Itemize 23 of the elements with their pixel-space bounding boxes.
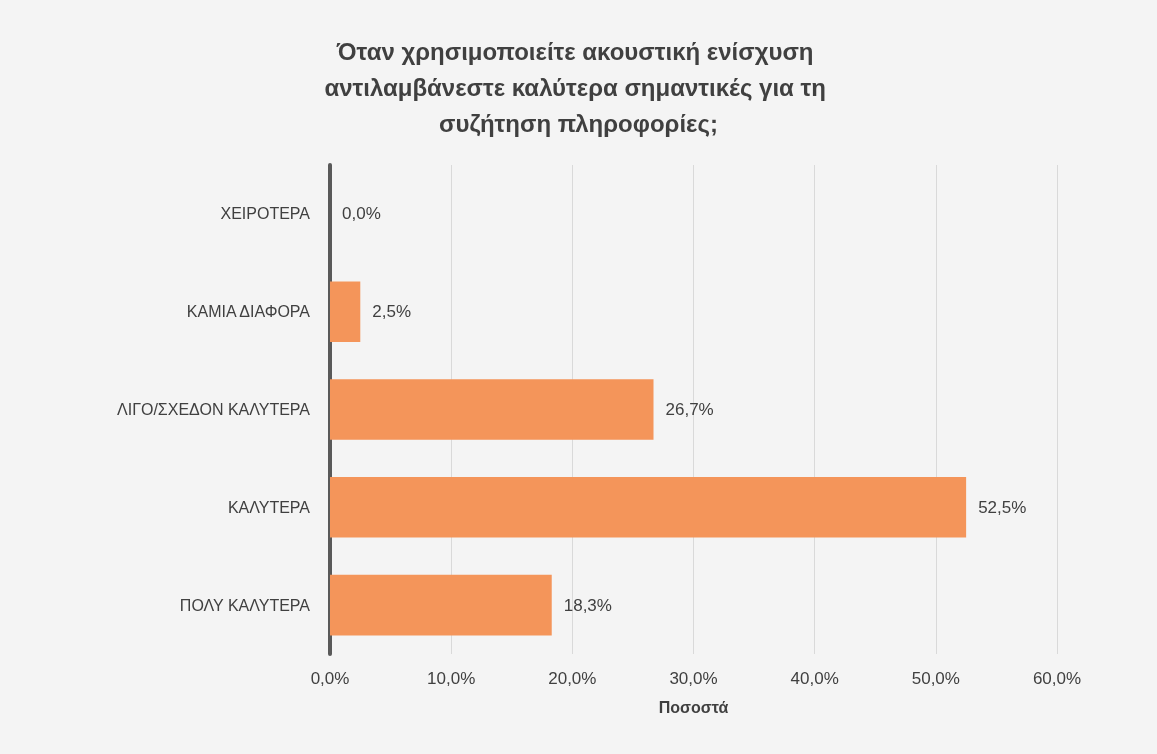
x-tick-label: 40,0% (790, 669, 839, 688)
bar (330, 379, 654, 440)
x-tick-label: 0,0% (310, 669, 350, 688)
x-tick-label: 30,0% (669, 669, 718, 688)
y-tick-label: ΚΑΛΥΤΕΡΑ (227, 498, 311, 516)
x-axis-title: Ποσοστά (658, 698, 729, 716)
x-tick-label: 10,0% (427, 669, 476, 688)
x-tick-label: 20,0% (548, 669, 597, 688)
y-tick-label: ΛΙΓΟ/ΣΧΕΔΟΝ ΚΑΛΥΤΕΡΑ (117, 401, 311, 418)
data-label: 2,5% (372, 302, 412, 322)
x-tick-label: 50,0% (911, 669, 960, 688)
y-tick-label: ΧΕΙΡΟΤΕΡΑ (220, 205, 311, 223)
bar (330, 476, 967, 538)
y-tick-label: ΚΑΜΙΑ ΔΙΑΦΟΡΑ (186, 303, 311, 321)
chart-title: Όταν χρησιμοποιείτε ακουστική ενίσχυση αντιλαμβάνεστε καλύτερα σημαντικές για τη συζήτηση πληροφορίες; (324, 37, 833, 137)
data-label: 18,3% (563, 595, 612, 615)
data-label: 52,5% (978, 497, 1027, 517)
x-tick-label: 60,0% (1032, 669, 1082, 688)
data-label: 26,7% (665, 400, 714, 419)
bar (330, 574, 552, 636)
bar (330, 281, 361, 343)
y-tick-label: ΠΟΛΥ ΚΑΛΥΤΕΡΑ (179, 596, 311, 614)
data-label: 0,0% (342, 204, 381, 224)
